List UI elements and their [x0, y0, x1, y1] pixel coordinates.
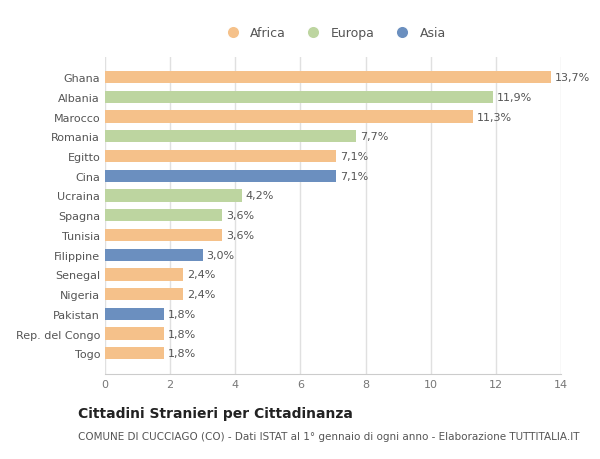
- Text: Cittadini Stranieri per Cittadinanza: Cittadini Stranieri per Cittadinanza: [78, 406, 353, 420]
- Text: 7,7%: 7,7%: [360, 132, 388, 142]
- Bar: [105, 91, 493, 104]
- Bar: [105, 170, 336, 182]
- Bar: [105, 347, 164, 360]
- Text: 3,6%: 3,6%: [226, 230, 254, 241]
- Bar: [105, 308, 164, 320]
- Bar: [105, 328, 164, 340]
- Text: 1,8%: 1,8%: [167, 329, 196, 339]
- Text: 11,3%: 11,3%: [477, 112, 512, 122]
- Text: 13,7%: 13,7%: [555, 73, 590, 83]
- Text: 1,8%: 1,8%: [167, 309, 196, 319]
- Bar: [105, 151, 336, 163]
- Text: 7,1%: 7,1%: [340, 171, 368, 181]
- Bar: [105, 288, 183, 301]
- Bar: [105, 249, 203, 261]
- Bar: [105, 269, 183, 281]
- Text: COMUNE DI CUCCIAGO (CO) - Dati ISTAT al 1° gennaio di ogni anno - Elaborazione T: COMUNE DI CUCCIAGO (CO) - Dati ISTAT al …: [78, 431, 580, 442]
- Legend: Africa, Europa, Asia: Africa, Europa, Asia: [215, 22, 451, 45]
- Bar: [105, 111, 473, 123]
- Bar: [105, 230, 222, 241]
- Bar: [105, 190, 242, 202]
- Text: 3,0%: 3,0%: [206, 250, 235, 260]
- Text: 7,1%: 7,1%: [340, 151, 368, 162]
- Bar: [105, 210, 222, 222]
- Text: 11,9%: 11,9%: [497, 93, 532, 102]
- Text: 2,4%: 2,4%: [187, 270, 215, 280]
- Text: 3,6%: 3,6%: [226, 211, 254, 221]
- Text: 2,4%: 2,4%: [187, 290, 215, 299]
- Text: 4,2%: 4,2%: [246, 191, 274, 201]
- Bar: [105, 131, 356, 143]
- Bar: [105, 72, 551, 84]
- Text: 1,8%: 1,8%: [167, 348, 196, 358]
